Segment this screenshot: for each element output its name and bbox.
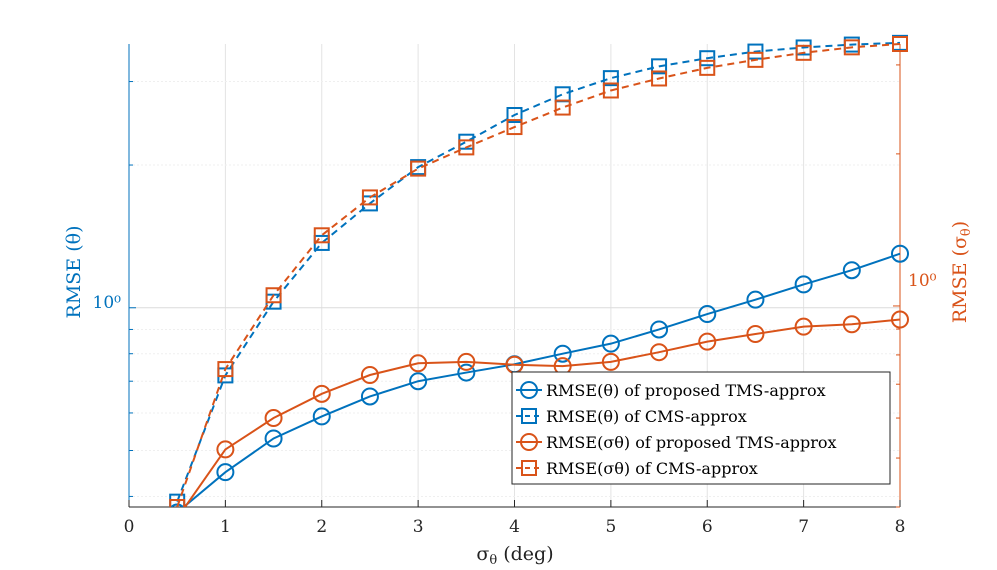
circle-marker bbox=[409, 372, 428, 391]
circle-marker bbox=[169, 510, 185, 526]
legend-entry: RMSE(θ) of proposed TMS-approx bbox=[516, 381, 826, 400]
circle-marker bbox=[794, 275, 813, 294]
square-marker bbox=[506, 107, 523, 124]
square-marker bbox=[217, 361, 234, 378]
series-line bbox=[182, 252, 901, 507]
legend-entry: RMSE(σθ) of proposed TMS-approx bbox=[516, 433, 837, 452]
square-marker bbox=[313, 227, 330, 244]
square-marker bbox=[602, 70, 619, 87]
legend-label: RMSE(θ) of proposed TMS-approx bbox=[546, 381, 826, 400]
series-line bbox=[176, 43, 901, 507]
circle-marker bbox=[457, 363, 476, 382]
square-marker bbox=[747, 51, 764, 68]
y-right-tick-label: 10⁰ bbox=[908, 271, 937, 291]
square-marker bbox=[410, 160, 427, 177]
circle-marker bbox=[746, 325, 765, 344]
y-left-axis-label: RMSE (θ) bbox=[63, 226, 85, 319]
circle-marker bbox=[553, 344, 572, 363]
circle-marker bbox=[264, 409, 283, 428]
y-left-tick-label: 10⁰ bbox=[93, 293, 122, 313]
circle-marker bbox=[216, 463, 235, 482]
series-3 bbox=[169, 310, 909, 526]
square-marker bbox=[747, 43, 764, 60]
x-tick-labels: 0 1 2 3 4 5 6 7 8 bbox=[124, 517, 906, 537]
x-tick-label: 1 bbox=[220, 517, 231, 537]
x-tick-label: 8 bbox=[895, 517, 906, 537]
legend-square-marker bbox=[521, 460, 537, 476]
square-marker bbox=[506, 119, 523, 136]
x-tick-label: 5 bbox=[605, 517, 616, 537]
circle-marker bbox=[409, 354, 428, 373]
circle-marker bbox=[312, 407, 331, 426]
x-tick-label: 3 bbox=[413, 517, 424, 537]
x-tick-label: 6 bbox=[702, 517, 713, 537]
square-marker bbox=[651, 70, 668, 87]
legend-label: RMSE(σθ) of CMS-approx bbox=[546, 459, 758, 478]
circle-marker bbox=[312, 384, 331, 403]
circle-marker bbox=[650, 343, 669, 362]
legend-label: RMSE(σθ) of proposed TMS-approx bbox=[546, 433, 837, 452]
square-marker bbox=[265, 287, 282, 304]
circle-marker bbox=[746, 290, 765, 309]
legend-entry: RMSE(θ) of CMS-approx bbox=[516, 407, 747, 426]
legend-circle-marker bbox=[520, 381, 538, 399]
circle-marker bbox=[842, 315, 861, 334]
legend-circle-marker bbox=[520, 433, 538, 451]
circle-marker bbox=[601, 334, 620, 353]
y-right-axis-label: RMSE (σθ) bbox=[949, 221, 974, 323]
legend: RMSE(θ) of proposed TMS-approx RMSE(θ) of… bbox=[511, 371, 891, 485]
series-line bbox=[176, 41, 901, 503]
legend-square-marker bbox=[521, 408, 537, 424]
circle-marker bbox=[360, 387, 379, 406]
square-marker bbox=[795, 44, 812, 61]
x-tick-label: 4 bbox=[509, 517, 520, 537]
circle-marker bbox=[601, 352, 620, 371]
square-marker bbox=[651, 58, 668, 75]
square-marker bbox=[169, 499, 186, 507]
square-marker bbox=[699, 59, 716, 76]
x-tick-label: 7 bbox=[798, 517, 809, 537]
circle-marker bbox=[698, 305, 717, 324]
circle-marker bbox=[794, 317, 813, 336]
axes bbox=[128, 44, 901, 508]
legend-label: RMSE(θ) of CMS-approx bbox=[546, 407, 747, 426]
series-layer bbox=[169, 34, 909, 526]
square-marker bbox=[892, 36, 908, 52]
circle-marker bbox=[891, 244, 909, 263]
circle-marker bbox=[842, 261, 861, 280]
circle-marker bbox=[264, 429, 283, 448]
circle-marker bbox=[360, 366, 379, 385]
square-marker bbox=[554, 86, 571, 103]
legend-entry: RMSE(σθ) of CMS-approx bbox=[516, 459, 758, 478]
series-4 bbox=[169, 36, 908, 507]
legend-box bbox=[511, 371, 891, 485]
x-axis-label: σθ (deg) bbox=[476, 543, 553, 568]
x-tick-label: 0 bbox=[124, 517, 135, 537]
square-marker bbox=[602, 82, 619, 99]
square-marker bbox=[699, 50, 716, 67]
series-line bbox=[183, 318, 901, 507]
square-marker bbox=[361, 189, 378, 206]
circle-marker bbox=[216, 440, 235, 459]
circle-marker bbox=[698, 332, 717, 351]
circle-marker bbox=[457, 352, 476, 371]
circle-marker bbox=[891, 310, 909, 329]
x-tick-label: 2 bbox=[316, 517, 327, 537]
square-marker bbox=[458, 139, 475, 156]
square-marker bbox=[554, 99, 571, 116]
circle-marker bbox=[650, 320, 669, 339]
square-marker bbox=[843, 39, 860, 56]
series-1 bbox=[170, 244, 909, 507]
